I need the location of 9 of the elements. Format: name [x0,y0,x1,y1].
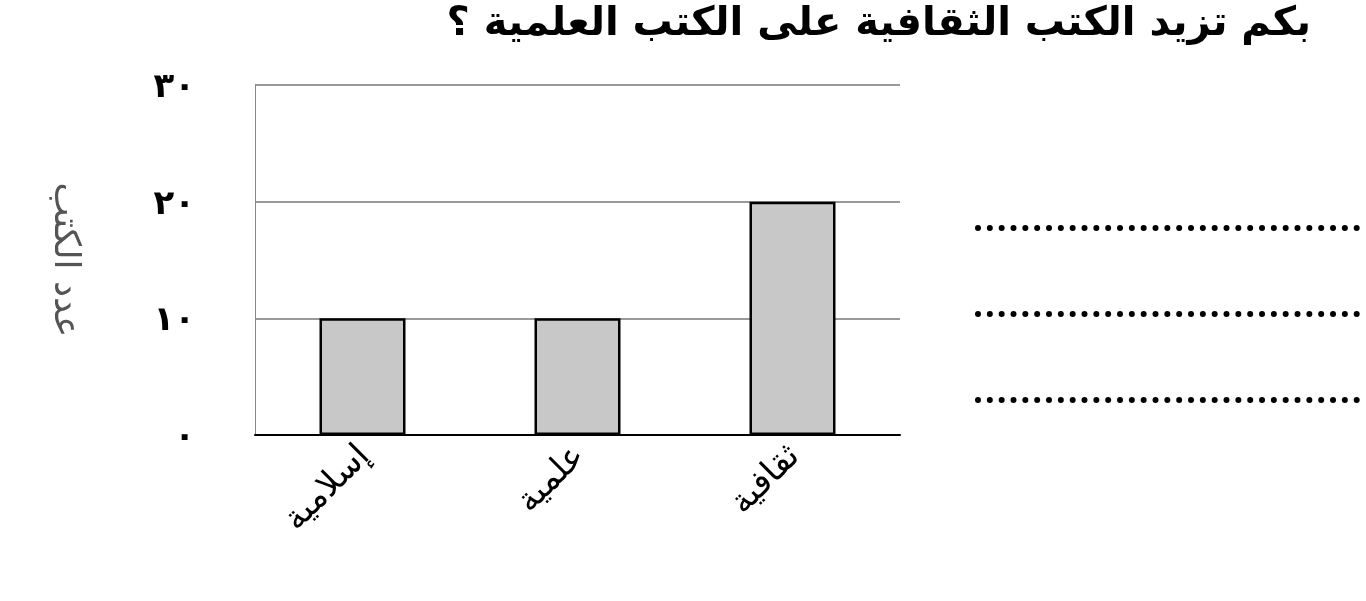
x-tick-label: علمية [507,434,592,520]
y-axis-title: عدد الكتب [46,182,88,338]
y-tick-label: ٢٠ [153,181,195,222]
y-tick-label: ١٠ [153,298,195,339]
y-tick-label: ٣٠ [153,65,195,105]
chart-title: بكم تزيد الكتب الثقافية على الكتب العلمية ؟ [446,0,1312,45]
x-tick-label: ثقافية [720,434,807,521]
y-tick-label: ٠ [174,415,195,455]
x-tick-label: إسلامية [274,434,378,539]
